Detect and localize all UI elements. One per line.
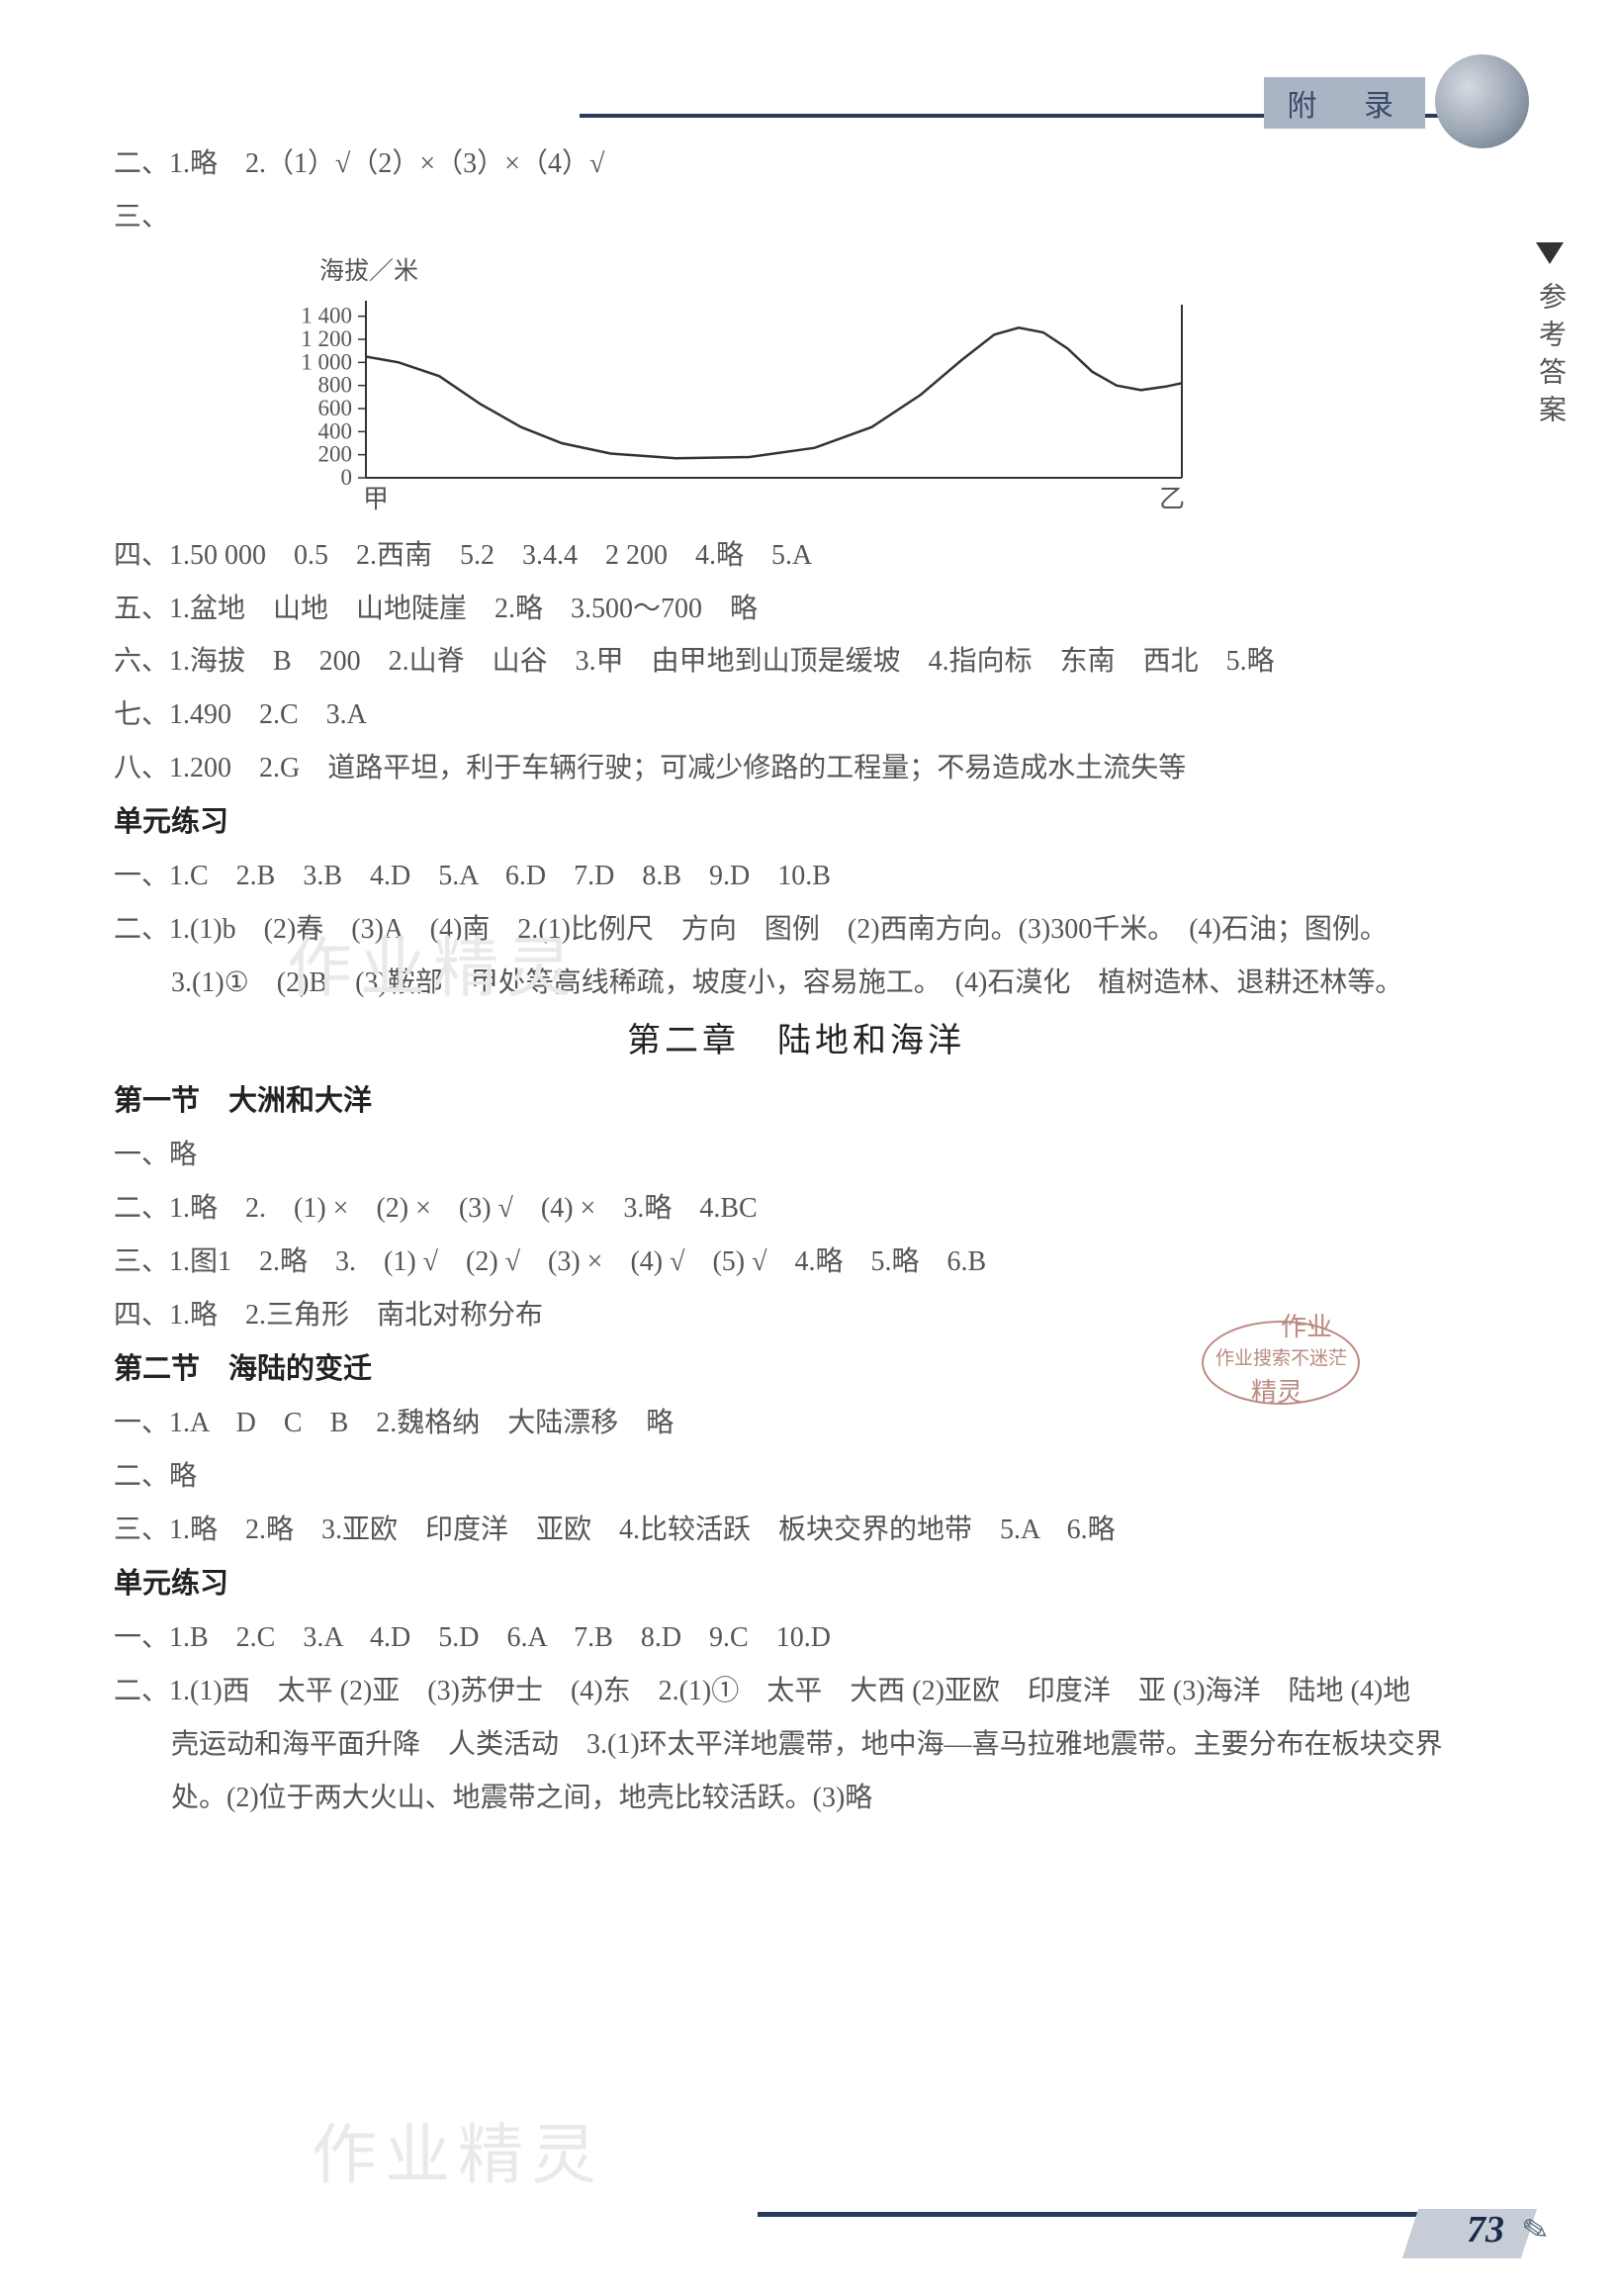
triangle-icon [1536,242,1564,264]
svg-text:甲: 甲 [363,485,389,513]
content: 二、1.略 2.（1）√（2）×（3）×（4）√ 三、 海拔／米 0200400… [114,138,1479,1825]
watermark: 作业精灵 [312,2102,604,2197]
text-line: 四、1.50 000 0.5 2.西南 5.2 3.4.4 2 200 4.略 … [114,530,1479,582]
svg-text:600: 600 [318,396,353,420]
text-line: 二、略 [114,1451,1479,1503]
pencil-icon: ✎ [1519,2209,1552,2250]
svg-text:400: 400 [318,418,353,443]
unit-title: 单元练习 [114,1558,1479,1611]
chart-svg: 02004006008001 0001 2001 400 甲 乙 [203,295,1221,522]
svg-text:0: 0 [341,465,353,490]
svg-text:乙: 乙 [1159,485,1185,513]
stamp-text: 精灵 [1251,1369,1303,1417]
side-tab-text: 参考答案 [1530,282,1570,432]
elevation-chart: 海拔／米 02004006008001 0001 2001 400 甲 乙 [203,249,1221,522]
section-title: 第一节 大洲和大洋 [114,1075,1479,1129]
chapter-title: 第二章 陆地和海洋 [114,1011,1479,1073]
svg-text:800: 800 [318,373,353,398]
text-line: 一、1.B 2.C 3.A 4.D 5.D 6.A 7.B 8.D 9.C 10… [114,1612,1479,1664]
text-line: 一、1.C 2.B 3.B 4.D 5.A 6.D 7.D 8.B 9.D 10… [114,851,1479,902]
page-number: 73 [1467,2208,1504,2251]
text-line: 三、 [114,192,1479,243]
text-line: 三、1.略 2.略 3.亚欧 印度洋 亚欧 4.比较活跃 板块交界的地带 5.A… [114,1505,1479,1556]
text-line: 3.(1)① (2)B (3)鞍部 甲处等高线稀疏，坡度小，容易施工。 (4)石… [114,958,1479,1009]
unit-title: 单元练习 [114,796,1479,850]
text-line: 壳运动和海平面升降 人类活动 3.(1)环太平洋地震带，地中海—喜马拉雅地震带。… [114,1719,1479,1771]
text-line: 处。(2)位于两大火山、地震带之间，地壳比较活跃。(3)略 [114,1773,1479,1824]
svg-text:1 200: 1 200 [301,326,352,351]
text-line: 七、1.490 2.C 3.A [114,689,1479,741]
text-line: 二、1.(1)西 太平 (2)亚 (3)苏伊士 (4)东 2.(1)① 太平 大… [114,1666,1479,1717]
y-axis-label: 海拔／米 [319,249,1221,295]
text-line: 八、1.200 2.G 道路平坦，利于车辆行驶；可减少修路的工程量；不易造成水土… [114,743,1479,794]
text-line: 二、1.略 2.（1）√（2）×（3）×（4）√ [114,138,1479,190]
text-line: 二、1.略 2. (1) × (2) × (3) √ (4) × 3.略 4.B… [114,1183,1479,1235]
svg-text:1 000: 1 000 [301,349,352,374]
text-line: 二、1.(1)b (2)春 (3)A (4)南 2.(1)比例尺 方向 图例 (… [114,904,1479,956]
globe-icon [1435,54,1529,148]
side-tab: 参考答案 [1536,242,1564,432]
footer-rule [758,2212,1509,2217]
text-line: 一、略 [114,1130,1479,1181]
stamp: 作业 作业搜索不迷茫 精灵 [1202,1306,1360,1415]
text-line: 三、1.图1 2.略 3. (1) √ (2) √ (3) × (4) √ (5… [114,1237,1479,1288]
svg-text:200: 200 [318,442,353,467]
text-line: 六、1.海拔 B 200 2.山脊 山谷 3.甲 由甲地到山顶是缓坡 4.指向标… [114,636,1479,688]
svg-text:1 400: 1 400 [301,304,352,328]
header-tab-label: 附 录 [1264,77,1426,129]
text-line: 五、1.盆地 山地 山地陡崖 2.略 3.500～700 略 [114,584,1479,635]
